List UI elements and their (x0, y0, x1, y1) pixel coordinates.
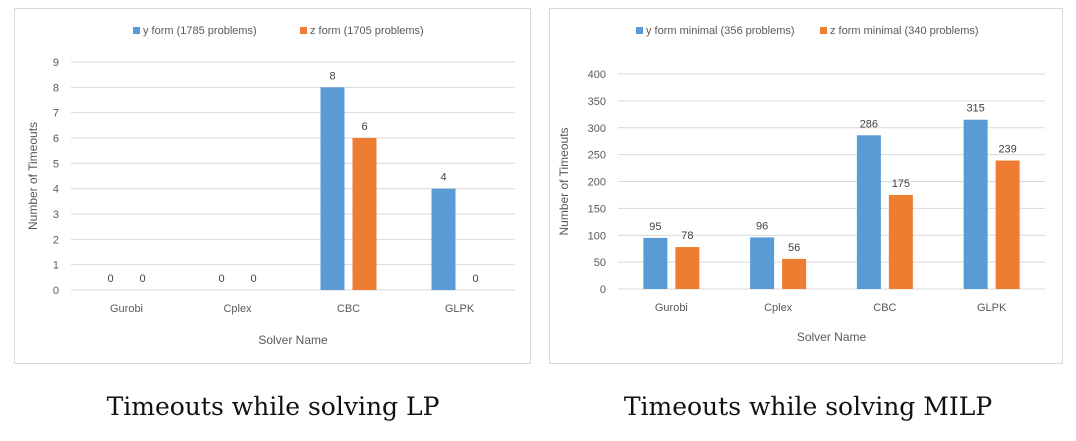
y-tick-label: 8 (53, 82, 59, 94)
x-tick-label: Cplex (764, 302, 793, 314)
y-tick-label: 7 (53, 108, 59, 120)
legend-label: y form minimal (356 problems) (646, 25, 795, 37)
bar (352, 138, 377, 290)
data-label: 6 (361, 121, 367, 133)
legend-label: z form (1705 problems) (310, 25, 424, 37)
x-axis-label: Solver Name (797, 330, 867, 344)
legend-swatch (300, 27, 307, 34)
bar (856, 135, 881, 289)
x-tick-label: GLPK (445, 303, 475, 315)
y-tick-label: 50 (594, 257, 606, 269)
y-tick-label: 250 (588, 150, 606, 162)
data-label: 95 (649, 221, 661, 233)
legend-swatch (820, 27, 827, 34)
x-tick-label: CBC (337, 303, 360, 315)
y-tick-label: 350 (588, 96, 606, 108)
data-label: 315 (966, 103, 984, 115)
y-tick-label: 400 (588, 69, 606, 81)
milp-chart-caption: Timeouts while solving MILP (623, 392, 993, 421)
data-label: 0 (139, 273, 145, 285)
bar (782, 258, 807, 289)
legend-swatch (636, 27, 643, 34)
data-label: 56 (788, 242, 800, 254)
data-label: 96 (756, 220, 768, 232)
data-label: 239 (998, 144, 1016, 156)
bar (431, 188, 456, 290)
data-label: 0 (472, 273, 478, 285)
y-axis-label: Number of Timeouts (26, 122, 40, 230)
bar (320, 87, 345, 290)
y-tick-label: 3 (53, 209, 59, 221)
milp-chart-panel: y form minimal (356 problems) z form mini… (549, 8, 1063, 364)
y-tick-label: 2 (53, 234, 59, 246)
y-tick-label: 4 (53, 184, 59, 196)
milp-chart: y form minimal (356 problems) z form mini… (557, 25, 1045, 344)
y-tick-label: 200 (588, 177, 606, 189)
x-tick-label: Gurobi (110, 303, 143, 315)
x-tick-label: Gurobi (655, 302, 688, 314)
x-axis-label: Solver Name (258, 333, 328, 347)
data-label: 0 (218, 273, 224, 285)
y-tick-label: 9 (53, 57, 59, 69)
x-tick-label: CBC (873, 302, 896, 314)
data-label: 0 (107, 273, 113, 285)
data-label: 78 (681, 230, 693, 242)
data-label: 8 (329, 70, 335, 82)
data-label: 4 (440, 172, 446, 184)
legend-swatch (133, 27, 140, 34)
lp-chart-panel: y form (1785 problems) z form (1705 probl… (14, 8, 531, 364)
y-tick-label: 0 (53, 285, 59, 297)
y-tick-label: 300 (588, 123, 606, 135)
y-tick-label: 0 (600, 284, 606, 296)
y-tick-label: 150 (588, 203, 606, 215)
x-tick-label: Cplex (223, 303, 252, 315)
bar (675, 247, 700, 289)
data-label: 175 (892, 178, 910, 190)
bar (963, 119, 988, 289)
y-axis-label: Number of Timeouts (557, 127, 571, 235)
legend-label: y form (1785 problems) (143, 25, 257, 37)
y-tick-label: 1 (53, 260, 59, 272)
y-tick-label: 5 (53, 158, 59, 170)
bar (995, 160, 1020, 289)
bar (888, 194, 913, 289)
y-tick-label: 6 (53, 133, 59, 145)
y-tick-label: 100 (588, 230, 606, 242)
data-label: 0 (250, 273, 256, 285)
x-tick-label: GLPK (977, 302, 1007, 314)
lp-chart: y form (1785 problems) z form (1705 probl… (26, 25, 515, 347)
legend-label: z form minimal (340 problems) (830, 25, 979, 37)
bar (750, 237, 775, 289)
lp-chart-caption: Timeouts while solving LP (106, 392, 440, 421)
bar (643, 237, 668, 289)
data-label: 286 (860, 118, 878, 130)
